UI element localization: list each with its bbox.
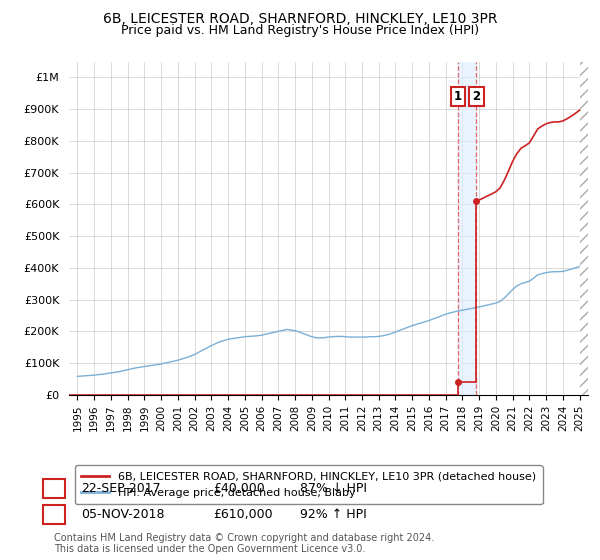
Text: 6B, LEICESTER ROAD, SHARNFORD, HINCKLEY, LE10 3PR: 6B, LEICESTER ROAD, SHARNFORD, HINCKLEY,… (103, 12, 497, 26)
Text: 1: 1 (50, 482, 58, 495)
Text: 2: 2 (472, 90, 481, 103)
Bar (580, 62, 588, 395)
Bar (458, 62, 476, 395)
Text: 2: 2 (50, 507, 58, 521)
Text: 22-SEP-2017: 22-SEP-2017 (81, 482, 161, 495)
Text: £610,000: £610,000 (213, 507, 272, 521)
Text: Price paid vs. HM Land Registry's House Price Index (HPI): Price paid vs. HM Land Registry's House … (121, 24, 479, 36)
Text: 05-NOV-2018: 05-NOV-2018 (81, 507, 164, 521)
Text: 1: 1 (454, 90, 462, 103)
Bar (580, 62, 588, 395)
Text: 87% ↓ HPI: 87% ↓ HPI (300, 482, 367, 495)
Text: Contains HM Land Registry data © Crown copyright and database right 2024.
This d: Contains HM Land Registry data © Crown c… (54, 533, 434, 554)
Text: 92% ↑ HPI: 92% ↑ HPI (300, 507, 367, 521)
Legend: 6B, LEICESTER ROAD, SHARNFORD, HINCKLEY, LE10 3PR (detached house), HPI: Average: 6B, LEICESTER ROAD, SHARNFORD, HINCKLEY,… (74, 465, 542, 504)
Text: £40,000: £40,000 (213, 482, 265, 495)
